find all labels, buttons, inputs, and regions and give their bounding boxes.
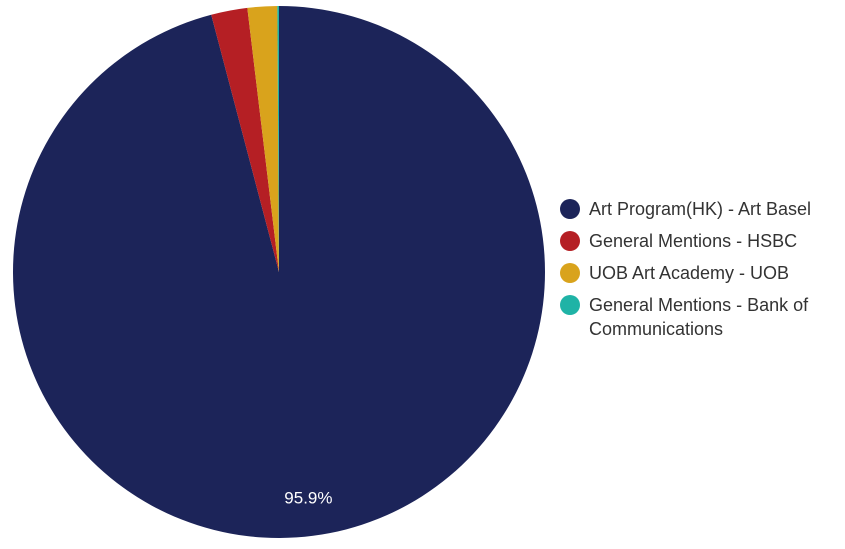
legend-label: Art Program(HK) - Art Basel [589,199,812,219]
legend-item[interactable]: General Mentions - HSBC [560,229,840,253]
legend-item[interactable]: General Mentions - Bank of Communication… [560,293,840,341]
pie-slice[interactable] [277,6,279,272]
legend-label: General Mentions - HSBC [589,231,798,251]
legend-swatch [560,231,580,251]
legend-label: General Mentions - Bank of Communication… [589,295,809,339]
pie-slice-labels: 95.9% [284,488,332,507]
legend-label: UOB Art Academy - UOB [589,263,790,283]
legend-item[interactable]: UOB Art Academy - UOB [560,261,840,285]
chart-legend: Art Program(HK) - Art Basel General Ment… [560,197,840,349]
legend-item[interactable]: Art Program(HK) - Art Basel [560,197,840,221]
legend-swatch [560,199,580,219]
pie-slices [13,6,546,538]
slice-value-label: 95.9% [284,488,332,507]
legend-swatch [560,295,580,315]
legend-swatch [560,263,580,283]
pie-slice[interactable] [13,6,546,538]
pie-slice[interactable] [211,7,279,273]
pie-slice[interactable] [247,6,279,273]
